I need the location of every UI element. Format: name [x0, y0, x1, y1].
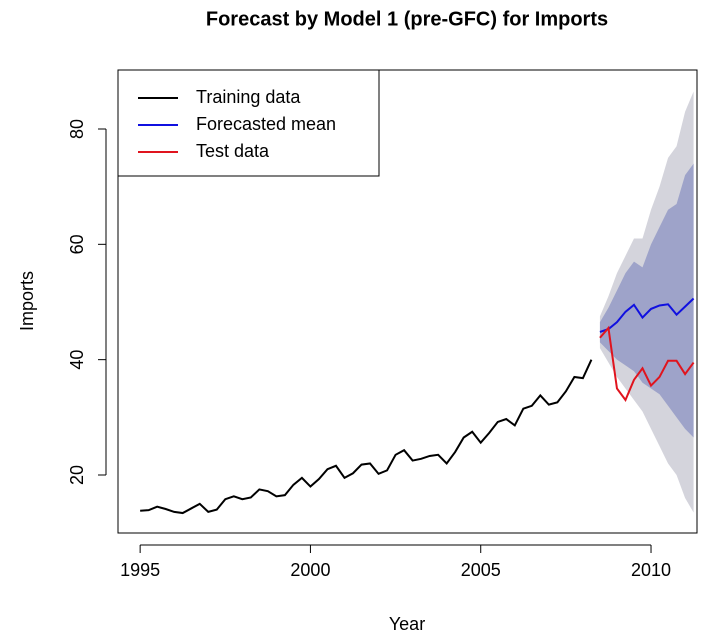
chart-title: Forecast by Model 1 (pre-GFC) for Import… [206, 8, 608, 30]
series-line [140, 359, 593, 515]
y-tick-label: 40 [67, 350, 87, 370]
x-tick-label: 1995 [120, 560, 160, 580]
series-line [599, 297, 695, 333]
y-tick-label: 20 [67, 465, 87, 485]
y-tick-label: 80 [67, 119, 87, 139]
y-tick-label: 60 [67, 234, 87, 254]
legend-label: Forecasted mean [196, 114, 336, 134]
x-axis-label: Year [389, 614, 425, 634]
y-axis-label: Imports [17, 271, 37, 331]
x-tick-label: 2010 [631, 560, 671, 580]
x-tick-label: 2005 [461, 560, 501, 580]
legend-label: Training data [196, 87, 301, 107]
prediction-interval [599, 163, 694, 438]
series-line [599, 325, 695, 403]
plot-frame [117, 69, 698, 534]
x-tick-label: 2000 [290, 560, 330, 580]
legend-box [117, 69, 380, 177]
legend-label: Test data [196, 141, 270, 161]
